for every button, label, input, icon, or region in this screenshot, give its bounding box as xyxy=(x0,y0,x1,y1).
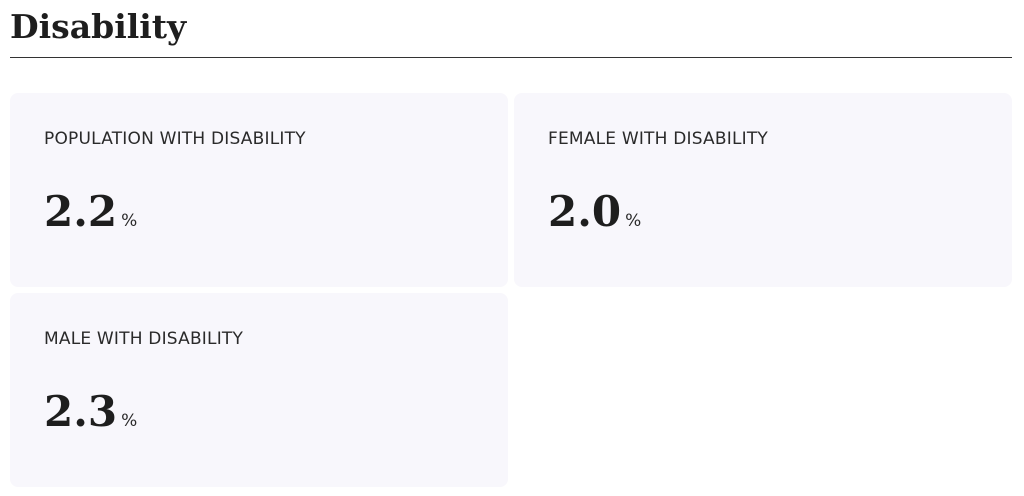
stat-unit: % xyxy=(121,211,138,231)
stat-unit: % xyxy=(121,411,138,431)
card-grid: POPULATION WITH DISABILITY 2.2% FEMALE WIT… xyxy=(10,93,1014,487)
stat-label: MALE WITH DISABILITY xyxy=(44,329,244,349)
stat-number: 2.0 xyxy=(548,187,622,236)
stat-value: 2.3% xyxy=(44,387,137,436)
stat-number: 2.3 xyxy=(44,387,118,436)
divider xyxy=(10,57,1012,58)
stat-number: 2.2 xyxy=(44,187,118,236)
stat-card: POPULATION WITH DISABILITY 2.2% xyxy=(10,93,508,287)
stat-card: MALE WITH DISABILITY 2.3% xyxy=(10,293,508,487)
stat-card: FEMALE WITH DISABILITY 2.0% xyxy=(514,93,1012,287)
stat-label: POPULATION WITH DISABILITY xyxy=(44,129,306,149)
stat-value: 2.0% xyxy=(548,187,641,236)
stat-unit: % xyxy=(625,211,642,231)
section-title: Disability xyxy=(10,7,187,46)
stat-value: 2.2% xyxy=(44,187,137,236)
stat-label: FEMALE WITH DISABILITY xyxy=(548,129,768,149)
